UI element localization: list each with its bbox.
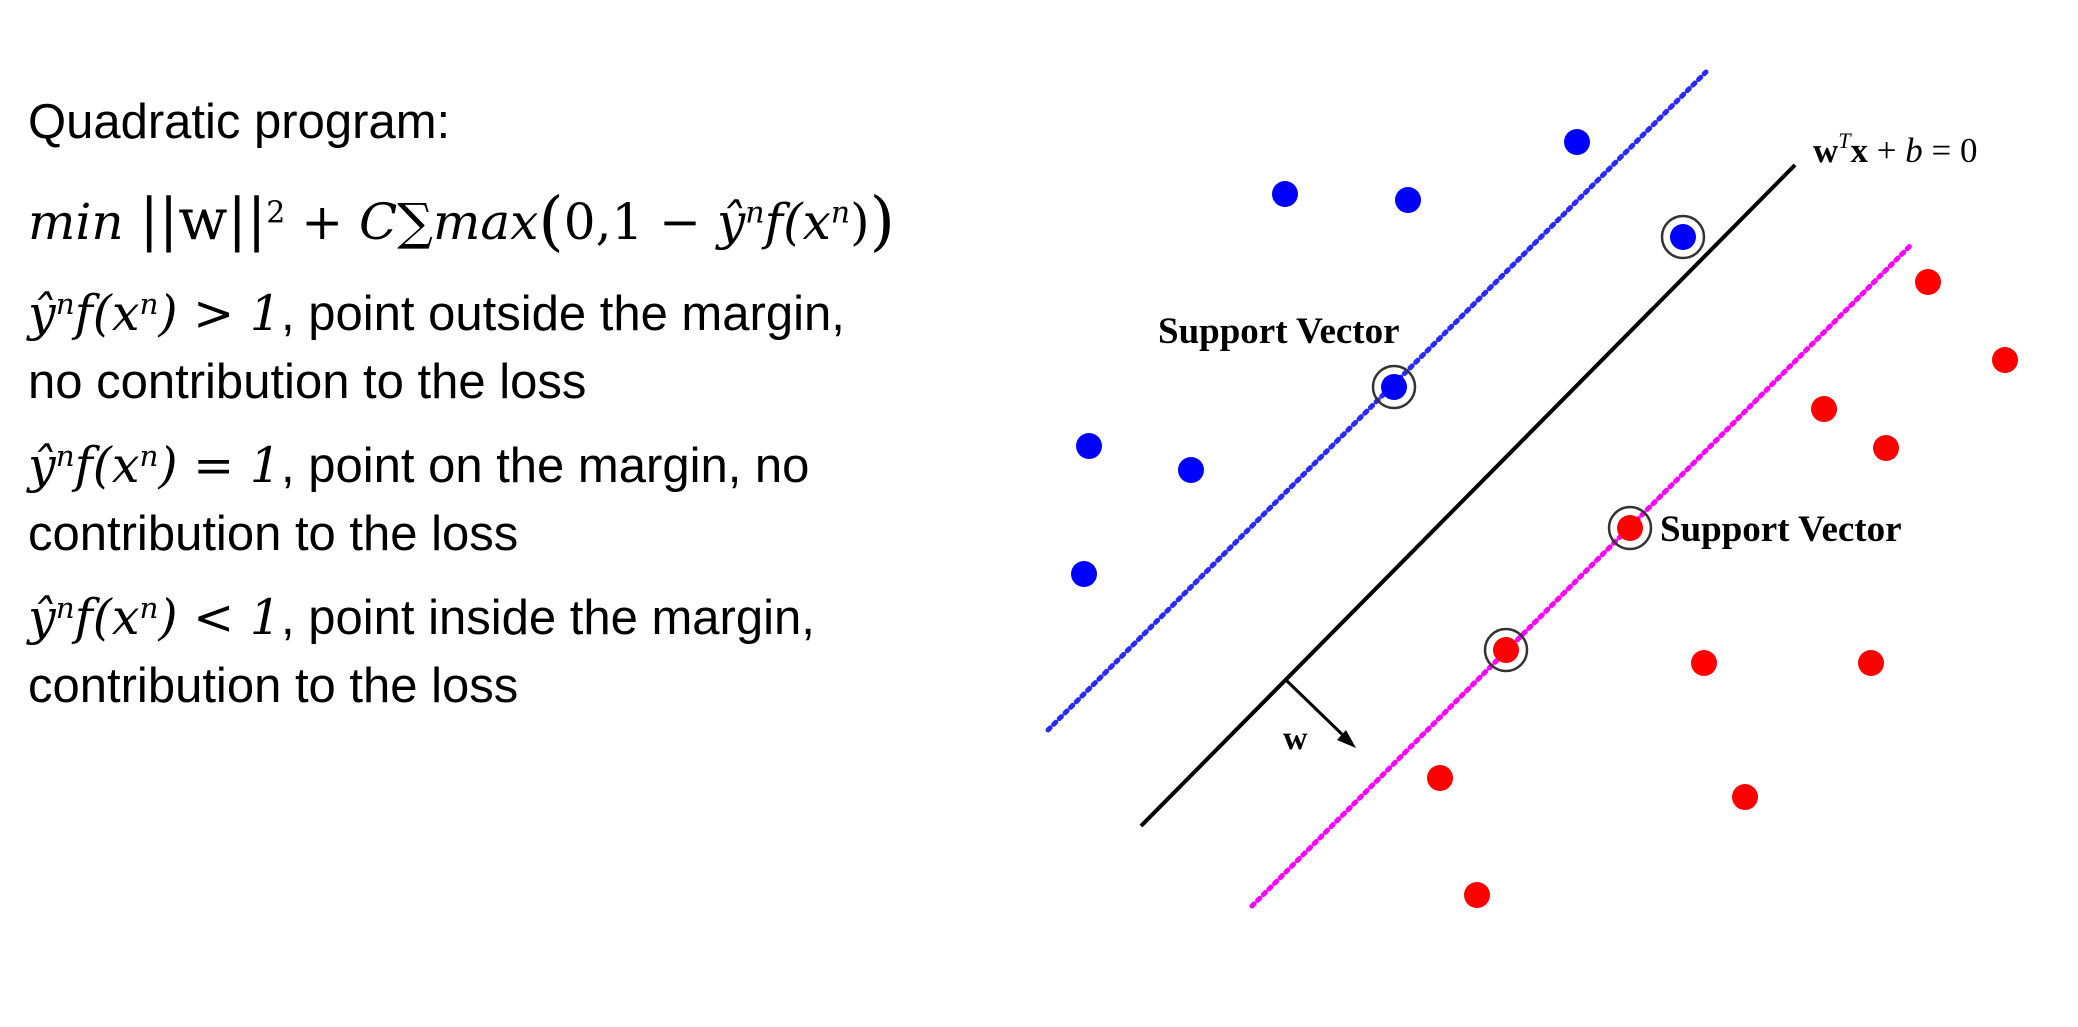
- condition-3-text-line2: contribution to the loss: [28, 659, 519, 713]
- negative-point: [1915, 269, 1941, 295]
- slide-title: Quadratic program:: [28, 95, 451, 149]
- negative-point: [1691, 650, 1717, 676]
- condition-inside-margin: ŷnf(xn) < 1, point inside the margin, co…: [28, 584, 815, 720]
- objective-plus: +: [285, 193, 360, 251]
- condition-2-text-line2: contribution to the loss: [28, 507, 519, 561]
- positive-point: [1076, 433, 1102, 459]
- condition-2-close: ): [158, 437, 178, 494]
- objective-args: 0,1 −: [563, 193, 717, 251]
- positive-point: [1564, 129, 1590, 155]
- condition-3-text: , point inside the margin,: [280, 591, 815, 645]
- boundary-equation: wTx + b = 0: [1813, 128, 1978, 170]
- negative-point: [1858, 650, 1884, 676]
- objective-open-paren: (: [538, 183, 564, 259]
- equation-w: w: [1813, 131, 1839, 170]
- support-vector-positive: [1371, 364, 1417, 410]
- condition-1-yhat-sup: n: [55, 286, 75, 321]
- objective-f: f: [764, 193, 784, 251]
- objective-max: max: [432, 193, 539, 251]
- objective-yhat-sup: n: [745, 195, 765, 231]
- condition-2-x: (x: [92, 437, 140, 494]
- objective-c: C: [359, 193, 398, 251]
- negative-point: [1427, 765, 1453, 791]
- w-vector-label: w: [1283, 720, 1308, 757]
- condition-2-op: = 1: [177, 437, 281, 494]
- support-vector-label-bottom: Support Vector: [1660, 509, 1902, 550]
- positive-point: [1272, 181, 1298, 207]
- condition-3-x: (x: [92, 589, 140, 646]
- objective-x-close: ): [850, 193, 870, 251]
- condition-2-text: , point on the margin, no: [280, 439, 810, 493]
- support-vector-positive: [1660, 214, 1706, 260]
- objective-close-paren: ): [869, 183, 895, 259]
- condition-1-text-line2: no contribution to the loss: [28, 355, 587, 409]
- normal-vector-w-arrow: [1285, 679, 1356, 748]
- support-vector-negative: [1483, 627, 1529, 673]
- condition-3-x-sup: n: [139, 590, 159, 625]
- positive-point: [1395, 187, 1421, 213]
- negative-point: [1464, 882, 1490, 908]
- condition-3-yhat: ŷ: [28, 589, 56, 646]
- condition-1-x-sup: n: [139, 286, 159, 321]
- positive-point: [1178, 457, 1204, 483]
- positive-point: [1071, 561, 1097, 587]
- condition-2-x-sup: n: [139, 438, 159, 473]
- condition-on-margin: ŷnf(xn) = 1, point on the margin, no con…: [28, 432, 809, 568]
- negative-point: [1992, 347, 2018, 373]
- condition-1-op: > 1: [177, 285, 281, 342]
- equation-plus: +: [1868, 131, 1905, 170]
- condition-3-f: f: [74, 589, 93, 646]
- positive-class-points: [1071, 129, 1590, 587]
- objective-min: min: [28, 193, 124, 251]
- objective-sum: ∑: [397, 193, 433, 251]
- equation-equals-zero: = 0: [1923, 131, 1978, 170]
- negative-margin-line: [1249, 242, 1914, 909]
- condition-1-close: ): [158, 285, 178, 342]
- equation-x: x: [1851, 131, 1869, 170]
- condition-1-f: f: [74, 285, 93, 342]
- condition-3-op: < 1: [177, 589, 281, 646]
- negative-point: [1732, 784, 1758, 810]
- negative-point: [1873, 435, 1899, 461]
- objective-exponent: 2: [266, 195, 286, 231]
- decision-boundary-line: [1139, 163, 1797, 828]
- support-vector-points: [1371, 214, 1706, 673]
- condition-1-text: , point outside the margin,: [280, 287, 845, 341]
- objective-x-open: (x: [783, 193, 831, 251]
- condition-outside-margin: ŷnf(xn) > 1, point outside the margin, n…: [28, 280, 845, 416]
- condition-1-x: (x: [92, 285, 140, 342]
- objective-formula: min ||w||2 + C∑max(0,1 − ŷnf(xn)): [28, 186, 895, 256]
- condition-2-yhat-sup: n: [55, 438, 75, 473]
- condition-2-f: f: [74, 437, 93, 494]
- condition-3-yhat-sup: n: [55, 590, 75, 625]
- objective-x-sup: n: [830, 195, 851, 231]
- objective-norm: ||w||: [139, 186, 267, 253]
- support-vector-negative: [1607, 505, 1653, 551]
- equation-transpose: T: [1838, 128, 1852, 153]
- negative-class-points: [1427, 269, 2018, 908]
- equation-b: b: [1905, 131, 1923, 170]
- condition-3-close: ): [158, 589, 178, 646]
- condition-2-yhat: ŷ: [28, 437, 56, 494]
- negative-point: [1811, 396, 1837, 422]
- objective-yhat: ŷ: [716, 193, 746, 251]
- support-vector-label-top: Support Vector: [1158, 311, 1400, 352]
- condition-1-yhat: ŷ: [28, 285, 56, 342]
